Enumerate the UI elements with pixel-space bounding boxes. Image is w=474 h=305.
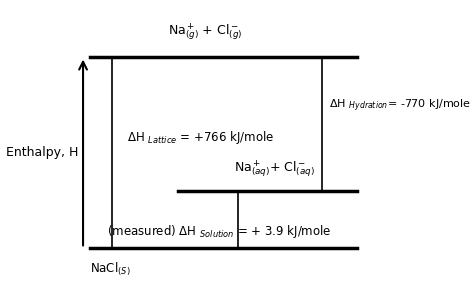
Text: NaCl$_{(S)}$: NaCl$_{(S)}$ (91, 260, 131, 278)
Text: Na$^+_{(aq)}$+ Cl$^-_{(aq)}$: Na$^+_{(aq)}$+ Cl$^-_{(aq)}$ (234, 159, 315, 179)
Text: Enthalpy, H: Enthalpy, H (7, 146, 79, 159)
Text: ΔH $_{Lattice}$ = +766 kJ/mole: ΔH $_{Lattice}$ = +766 kJ/mole (127, 129, 274, 146)
Text: (measured) ΔH $_{Solution}$ = + 3.9 kJ/mole: (measured) ΔH $_{Solution}$ = + 3.9 kJ/m… (107, 223, 331, 240)
Text: ΔH $_{Hydration}$= -770 kJ/mole: ΔH $_{Hydration}$= -770 kJ/mole (329, 98, 472, 114)
Text: Na$^+_{(g)}$ + Cl$^-_{(g)}$: Na$^+_{(g)}$ + Cl$^-_{(g)}$ (168, 21, 242, 42)
